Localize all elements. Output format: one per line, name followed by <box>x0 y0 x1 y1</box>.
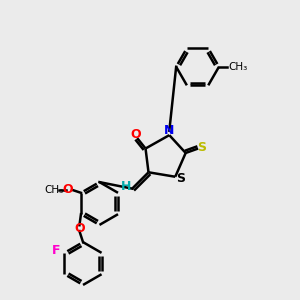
Text: S: S <box>176 172 185 185</box>
Text: O: O <box>63 183 74 196</box>
Text: O: O <box>74 222 85 235</box>
Text: N: N <box>164 124 175 137</box>
Text: CH₃: CH₃ <box>229 62 248 72</box>
Text: F: F <box>52 244 60 257</box>
Text: O: O <box>130 128 141 141</box>
Text: S: S <box>197 140 206 154</box>
Text: H: H <box>120 180 131 193</box>
Text: CH₃: CH₃ <box>45 185 64 195</box>
